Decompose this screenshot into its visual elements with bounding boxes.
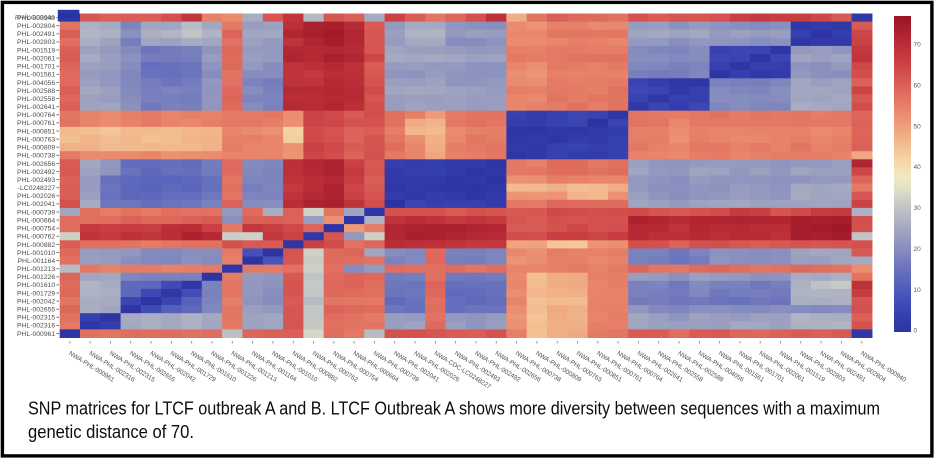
svg-text:PHL-002492: PHL-002492 [17,169,55,176]
svg-text:PHL-000739: PHL-000739 [17,209,55,216]
svg-text:PHL-000961: PHL-000961 [17,331,55,338]
svg-text:PHL-002641: PHL-002641 [17,104,55,111]
svg-text:PHL-002588: PHL-002588 [17,88,55,95]
svg-text:40: 40 [914,164,922,171]
svg-text:PHL-000851: PHL-000851 [17,128,55,135]
svg-text:PHL-001729: PHL-001729 [17,290,55,297]
svg-text:PHL-001610: PHL-001610 [17,282,55,289]
svg-text:-LC0248227: -LC0248227 [18,185,56,192]
svg-text:0: 0 [914,328,918,335]
svg-text:PHL-001519: PHL-001519 [17,47,55,54]
svg-text:PHL-002491: PHL-002491 [17,31,55,38]
svg-text:PHL-001701: PHL-001701 [17,64,55,71]
svg-text:PHL-004056: PHL-004056 [17,80,55,87]
svg-text:PHL-002061: PHL-002061 [17,55,55,62]
svg-text:PHL-000664: PHL-000664 [17,217,55,224]
svg-text:PHL-000762: PHL-000762 [17,234,55,241]
svg-text:50: 50 [914,123,922,130]
svg-text:PHL-002042: PHL-002042 [17,298,55,305]
svg-text:PHL-000809: PHL-000809 [17,145,55,152]
svg-text:10: 10 [914,287,922,294]
svg-text:20: 20 [914,246,922,253]
svg-text:PHL-000940: PHL-000940 [17,15,55,22]
svg-text:SNP matrices for LTCF outbreak: SNP matrices for LTCF outbreak A and B. … [28,398,880,419]
svg-text:PHL-001164: PHL-001164 [18,258,56,265]
svg-text:PHL-002656: PHL-002656 [17,161,55,168]
svg-text:PHL-002804: PHL-002804 [17,23,55,30]
svg-text:PHL-002558: PHL-002558 [17,96,55,103]
svg-text:PHL-000763: PHL-000763 [17,137,55,144]
svg-text:PHL-001561: PHL-001561 [17,72,55,79]
svg-text:60: 60 [914,83,922,90]
svg-text:PHL-002493: PHL-002493 [17,177,55,184]
svg-text:70: 70 [914,42,922,49]
svg-text:PHL-000754: PHL-000754 [17,226,55,233]
svg-text:PHL-000761: PHL-000761 [17,120,55,127]
svg-text:PHL-000738: PHL-000738 [17,153,55,160]
svg-text:NWA-0...: NWA-0... [59,13,79,19]
svg-text:PHL-000882: PHL-000882 [17,242,55,249]
svg-text:PHL-002316: PHL-002316 [17,323,55,330]
svg-text:PHL-001010: PHL-001010 [17,250,55,257]
svg-text:30: 30 [914,205,922,212]
svg-text:PHL-000764: PHL-000764 [17,112,55,119]
svg-text:genetic distance of 70.: genetic distance of 70. [28,421,194,442]
svg-text:PHL-001213: PHL-001213 [17,266,55,273]
svg-text:PHL-002315: PHL-002315 [17,315,55,322]
svg-text:PHL-002803: PHL-002803 [17,39,55,46]
svg-text:PHL-002026: PHL-002026 [17,193,55,200]
svg-text:PHĺ/òG09ŝ4ò: PHĺ/òG09ŝ4ò [15,13,55,22]
svg-text:PHL-002041: PHL-002041 [17,201,55,208]
svg-text:PHL-001226: PHL-001226 [17,274,55,281]
svg-text:PHL-002655: PHL-002655 [17,307,55,314]
